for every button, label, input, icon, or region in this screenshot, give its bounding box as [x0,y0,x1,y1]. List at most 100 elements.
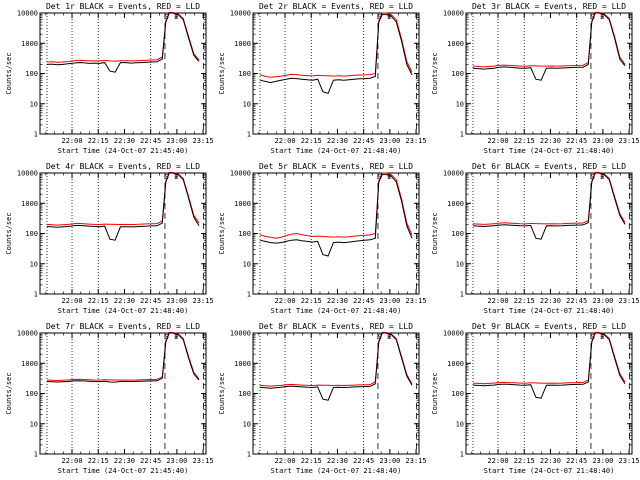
saa-start-marker: S [165,13,169,21]
x-tick-label: 22:00 [61,137,82,145]
y-tick-label: 100 [25,230,38,238]
saa-start-marker: S [591,333,595,341]
x-tick-label: 22:30 [327,457,348,465]
chart-svg: Det 5r BLACK = Events, RED = LLD 1 10 100 10… [218,162,427,315]
x-tick-label: 22:15 [301,457,322,465]
plot-frame [252,12,420,135]
x-tick-label: 22:45 [140,297,161,305]
x-tick-label: 22:45 [140,137,161,145]
events-series-line [259,332,413,401]
x-tick-label: 22:45 [140,457,161,465]
x-tick-label: 22:30 [327,137,348,145]
x-tick-label: 22:00 [487,457,508,465]
chart-title: Det 1r BLACK = Events, RED = LLD [46,2,200,11]
x-tick-label: 22:00 [487,297,508,305]
chart-svg: Det 1r BLACK = Events, RED = LLD 1 10 100 10… [5,2,214,155]
y-tick-label: 10 [30,420,38,428]
x-tick-label: 22:15 [514,297,535,305]
y-tick-label: 100 [451,390,464,398]
plot-frame [465,172,633,295]
chart-title: Det 4r BLACK = Events, RED = LLD [46,162,200,171]
x-tick-label: 23:00 [379,457,400,465]
y-tick-label: 1 [34,131,38,139]
y-tick-label: 1 [460,131,464,139]
chart-svg: Det 6r BLACK = Events, RED = LLD 1 10 100 10… [431,162,640,315]
lld-series-line [472,171,626,225]
detector-panel-3: Det 3r BLACK = Events, RED = LLD 1 10 100 10… [426,0,640,160]
x-tick-label: 22:45 [353,297,374,305]
x-tick-label: 23:15 [619,297,640,305]
chart-title: Det 6r BLACK = Events, RED = LLD [472,162,626,171]
lld-series-line [259,331,413,387]
plot-frame [465,332,633,455]
x-tick-label: 22:15 [88,457,109,465]
x-tick-label: 22:45 [353,137,374,145]
saa-end-marker: E [174,333,178,341]
x-tick-label: 22:00 [274,137,295,145]
events-series-line [46,172,200,241]
lld-series-line [259,172,413,239]
x-tick-label: 23:15 [193,457,214,465]
x-tick-label: 23:15 [406,457,427,465]
x-tick-label: 23:00 [592,137,613,145]
y-tick-label: 1000 [234,40,251,48]
events-series-line [259,173,413,257]
lld-series-line [472,331,626,385]
x-tick-label: 22:30 [540,457,561,465]
y-axis-label: Counts/sec [431,52,439,94]
x-axis-label: Start Time (24-Oct-07 21:48:40) [271,467,402,475]
y-tick-label: 10 [243,420,251,428]
x-tick-label: 22:45 [353,457,374,465]
y-tick-label: 100 [25,70,38,78]
chart-title: Det 5r BLACK = Events, RED = LLD [259,162,413,171]
y-tick-label: 100 [25,390,38,398]
y-tick-label: 100 [238,390,251,398]
x-axis-label: Start Time (24-Oct-07 21:45:40) [58,147,189,155]
y-tick-label: 100 [451,230,464,238]
detector-panel-4: Det 4r BLACK = Events, RED = LLD 1 10 100 10… [0,160,214,320]
y-tick-label: 10000 [17,10,38,18]
x-tick-label: 22:00 [274,457,295,465]
x-tick-label: 23:00 [379,297,400,305]
x-tick-label: 23:15 [406,137,427,145]
y-tick-label: 10000 [443,170,464,178]
y-tick-label: 1000 [234,360,251,368]
saa-end-marker: E [600,13,604,21]
y-tick-label: 10000 [230,10,251,18]
chart-title: Det 3r BLACK = Events, RED = LLD [472,2,626,11]
x-tick-label: 23:00 [379,137,400,145]
x-tick-label: 23:15 [406,297,427,305]
x-tick-label: 22:15 [514,457,535,465]
chart-svg: Det 4r BLACK = Events, RED = LLD 1 10 100 10… [5,162,214,315]
y-tick-label: 10 [30,260,38,268]
saa-start-marker: S [378,173,382,181]
x-tick-label: 22:30 [114,297,135,305]
saa-end-marker: E [174,13,178,21]
y-tick-label: 10000 [230,170,251,178]
x-tick-label: 22:00 [61,457,82,465]
y-tick-label: 100 [451,70,464,78]
lld-series-line [46,331,200,382]
lld-series-line [46,11,200,63]
chart-svg: Det 3r BLACK = Events, RED = LLD 1 10 100 10… [431,2,640,155]
x-tick-label: 23:00 [166,457,187,465]
plot-frame [252,332,420,455]
x-axis-label: Start Time (24-Oct-07 21:48:40) [271,307,402,315]
y-tick-label: 1000 [447,40,464,48]
chart-svg: Det 2r BLACK = Events, RED = LLD 1 10 100 10… [218,2,427,155]
x-axis-label: Start Time (24-Oct-07 21:48:40) [271,147,402,155]
y-tick-label: 1 [460,291,464,299]
saa-end-marker: E [600,173,604,181]
y-tick-label: 10000 [443,330,464,338]
x-tick-label: 22:00 [274,297,295,305]
y-axis-label: Counts/sec [218,52,226,94]
plot-frame [465,12,633,135]
plot-frame [39,332,207,455]
x-tick-label: 22:15 [301,137,322,145]
detector-panel-2: Det 2r BLACK = Events, RED = LLD 1 10 100 10… [213,0,427,160]
y-tick-label: 10000 [17,330,38,338]
plot-frame [39,172,207,295]
y-tick-label: 10 [243,260,251,268]
x-tick-label: 23:15 [619,137,640,145]
x-tick-label: 23:15 [193,137,214,145]
